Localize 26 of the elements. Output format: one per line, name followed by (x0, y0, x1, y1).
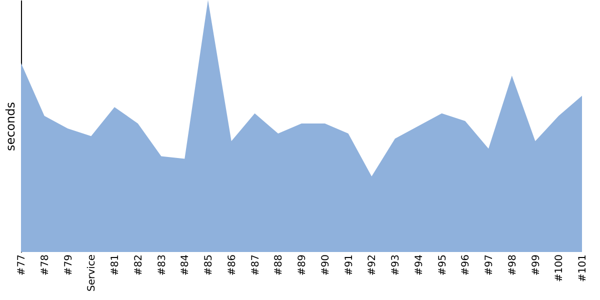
x-tick-label: #79 (63, 254, 74, 276)
x-tick-label: #83 (156, 254, 168, 276)
x-tick-label: #85 (204, 254, 214, 276)
x-tick-label: #86 (226, 254, 238, 276)
y-axis-title: seconds (4, 102, 18, 152)
x-tick-label: #96 (460, 254, 472, 276)
x-tick-label: #95 (437, 254, 448, 276)
x-tick-label: #100 (554, 254, 566, 282)
x-tick-label: #84 (180, 254, 192, 276)
x-tick-label: #78 (40, 254, 51, 276)
x-tick-label: #77 (16, 254, 28, 276)
x-tick-label: #98 (507, 254, 518, 276)
x-tick-label: #91 (344, 254, 355, 276)
x-tick-label: #87 (250, 254, 262, 276)
x-tick-label: Service (86, 254, 98, 292)
x-tick-label: #92 (367, 254, 378, 276)
x-tick-label: #99 (530, 254, 542, 276)
x-tick-label: #81 (110, 254, 121, 276)
x-tick-label: #97 (484, 254, 495, 276)
x-tick-label: #88 (274, 254, 285, 276)
x-tick-label: #89 (297, 254, 308, 276)
x-tick-label: #90 (320, 254, 332, 276)
x-tick-label: #93 (390, 254, 402, 276)
x-tick-label: #101 (578, 254, 588, 282)
x-tick-label: #82 (133, 254, 144, 276)
x-tick-label: #94 (414, 254, 425, 276)
